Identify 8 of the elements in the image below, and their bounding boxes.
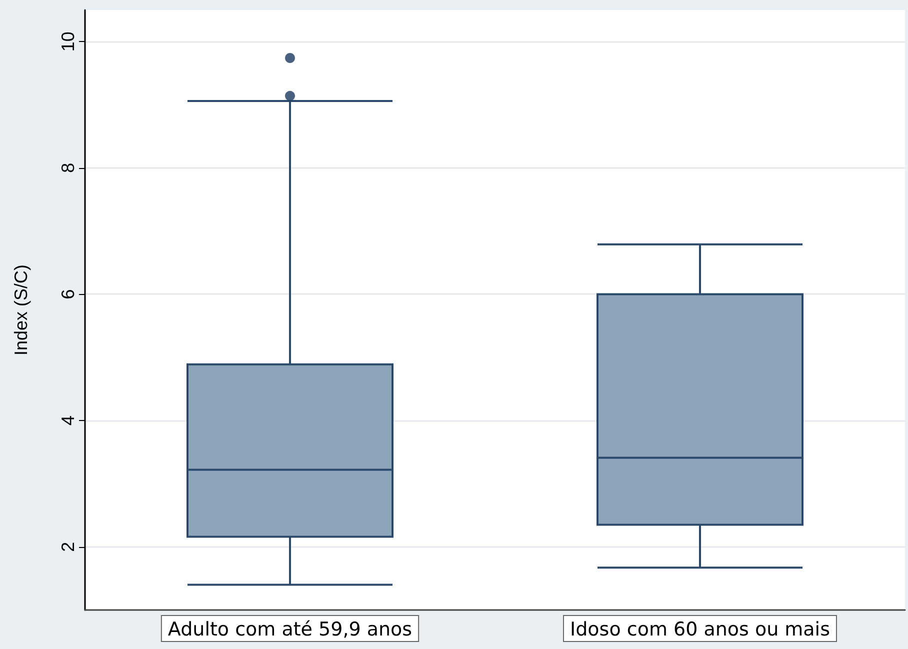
y-tick-label: 10 [58, 32, 78, 52]
y-tick-label: 2 [58, 542, 78, 552]
y-tick-label: 4 [58, 416, 78, 426]
x-tick-label: Adulto com até 59,9 anos [168, 618, 412, 640]
y-tick-label: 8 [58, 162, 78, 173]
y-axis-title: Index (S/C) [11, 264, 31, 356]
y-tick-label: 6 [58, 289, 78, 300]
x-tick-label: Idoso com 60 anos ou mais [570, 618, 830, 640]
